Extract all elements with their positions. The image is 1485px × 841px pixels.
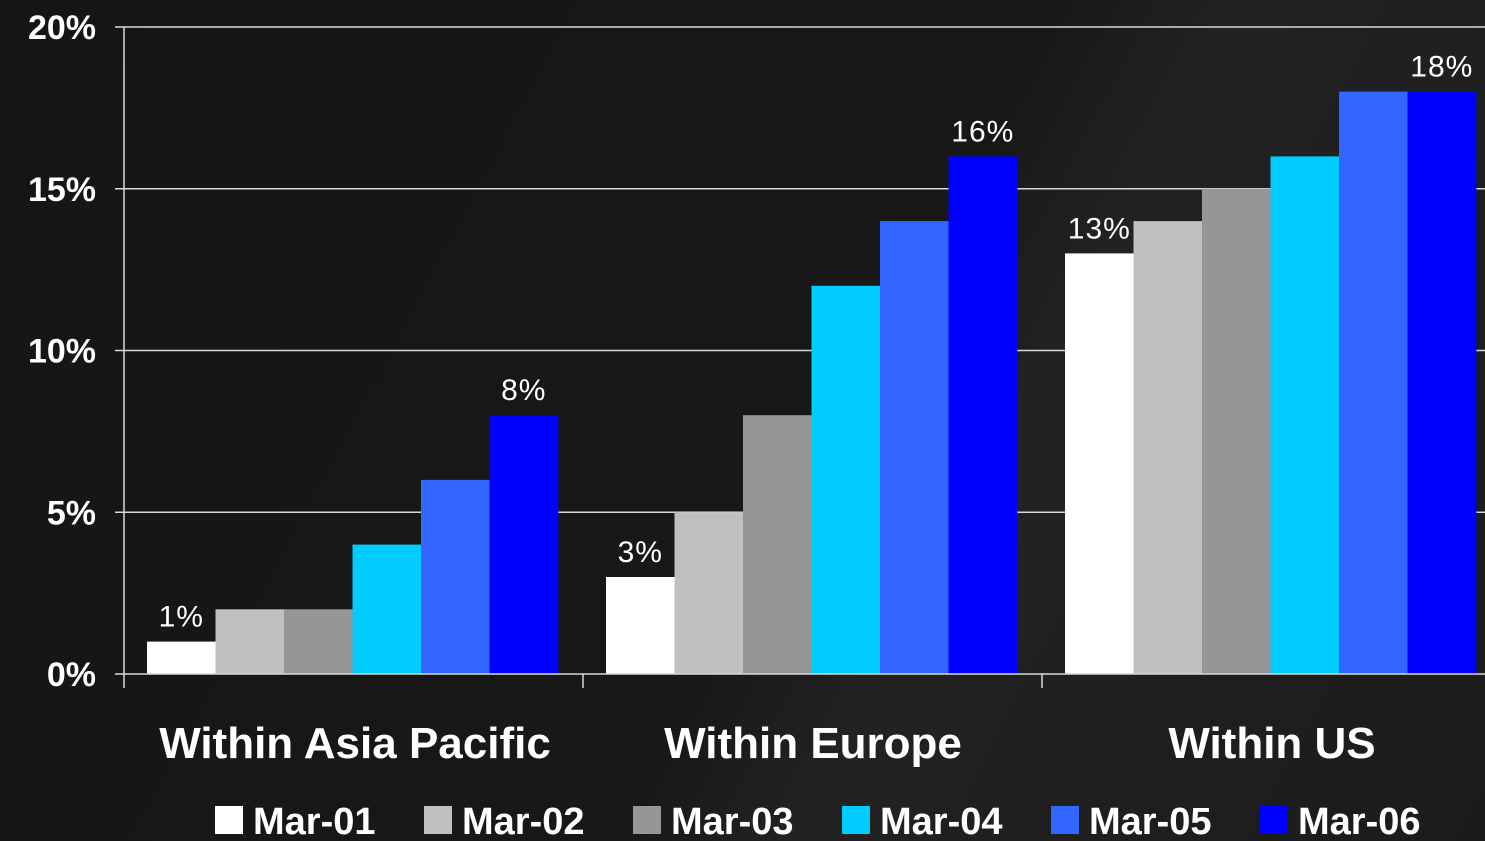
y-tick-label: 0% (47, 656, 96, 694)
bar (1065, 253, 1134, 674)
legend-label: Mar-02 (462, 801, 585, 841)
legend-swatch (424, 806, 452, 834)
y-tick-label: 20% (28, 9, 96, 47)
data-labels: 1% 8% 3% 16% 13% 18% (159, 51, 1473, 634)
legend-label: Mar-03 (671, 801, 794, 841)
legend-swatch (1051, 806, 1079, 834)
legend-label: Mar-05 (1089, 801, 1212, 841)
y-tick-label: 15% (28, 171, 96, 209)
legend: Mar-01 Mar-02 Mar-03 Mar-04 Mar-05 Mar-06 (215, 801, 1421, 841)
bar (147, 641, 216, 674)
bar (880, 221, 949, 674)
bar (1202, 188, 1271, 675)
bars (147, 91, 1477, 675)
data-label: 3% (618, 536, 663, 569)
bar (606, 577, 675, 674)
data-label: 16% (951, 115, 1014, 148)
bar (743, 415, 812, 674)
legend-swatch (215, 806, 243, 834)
bar (1270, 156, 1340, 674)
bar (1407, 91, 1477, 674)
legend-label: Mar-01 (253, 801, 376, 841)
y-tick-label: 10% (28, 333, 96, 371)
category-label: Within Europe (664, 719, 962, 768)
y-tick-label: 5% (47, 494, 96, 532)
data-label: 1% (159, 601, 204, 634)
bar (421, 479, 490, 674)
legend-label: Mar-04 (880, 801, 1003, 841)
data-label: 18% (1410, 51, 1473, 84)
data-label: 13% (1068, 212, 1131, 245)
category-label: Within Asia Pacific (159, 719, 551, 768)
legend-swatch (1260, 806, 1288, 834)
bar (948, 156, 1018, 674)
bar (1133, 221, 1203, 674)
bar (489, 415, 559, 674)
bar (284, 609, 353, 674)
bar (811, 285, 881, 674)
legend-swatch (633, 806, 661, 834)
legend-label: Mar-06 (1298, 801, 1421, 841)
data-label: 8% (501, 374, 546, 407)
axes: 0% 5% 10% 15% 20% Within Asia Pacific Within E… (28, 9, 1485, 768)
legend-swatch (842, 806, 870, 834)
bar (1339, 91, 1408, 674)
bar (352, 544, 422, 674)
bar (215, 609, 285, 674)
bar (674, 512, 744, 675)
category-label: Within US (1168, 719, 1375, 768)
